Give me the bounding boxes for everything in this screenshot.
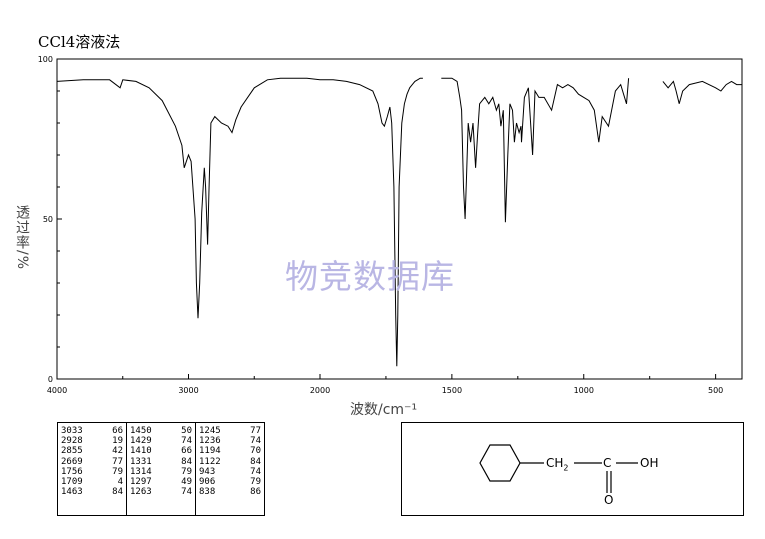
spectrum-segment-3 bbox=[662, 80, 742, 104]
peak-row: 1297 49 bbox=[130, 477, 192, 487]
peak-row: 2669 77 bbox=[61, 457, 123, 467]
chart-title: CCl4溶液法 bbox=[38, 33, 121, 51]
peak-transmittance: 79 bbox=[112, 466, 123, 477]
peak-transmittance: 70 bbox=[250, 446, 261, 457]
peak-row: 906 79 bbox=[199, 477, 261, 487]
peak-row: 3033 66 bbox=[61, 426, 123, 436]
peak-row: 1429 74 bbox=[130, 436, 192, 446]
peak-transmittance: 74 bbox=[181, 436, 192, 447]
peak-wavenumber: 943 bbox=[199, 466, 216, 477]
x-tick-label: 1000 bbox=[574, 386, 594, 395]
peak-wavenumber: 1709 bbox=[61, 477, 83, 488]
peak-transmittance: 86 bbox=[250, 487, 261, 498]
peak-wavenumber: 906 bbox=[199, 477, 216, 488]
peak-wavenumber: 1194 bbox=[199, 446, 221, 457]
watermark: 物竞数据库 bbox=[285, 257, 455, 296]
peak-row: 1263 74 bbox=[130, 487, 192, 497]
peak-row: 943 74 bbox=[199, 467, 261, 477]
peak-wavenumber: 2928 bbox=[61, 436, 83, 447]
peak-transmittance: 79 bbox=[181, 466, 192, 477]
x-axis-ticks: 4000 3000 2000 1500 1000 500 bbox=[47, 374, 723, 395]
structure-diagram bbox=[479, 444, 638, 493]
peak-transmittance: 74 bbox=[250, 436, 261, 447]
peak-row: 1194 70 bbox=[199, 446, 261, 456]
peak-transmittance: 84 bbox=[112, 487, 123, 498]
peak-row: 1236 74 bbox=[199, 436, 261, 446]
peak-wavenumber: 1331 bbox=[130, 456, 152, 467]
peak-column: 1245 77 1236 74 1194 70 1122 84 943 74 906 79 838 86 bbox=[196, 423, 264, 515]
peak-row: 1450 50 bbox=[130, 426, 192, 436]
peak-wavenumber: 1429 bbox=[130, 436, 152, 447]
peak-transmittance: 74 bbox=[181, 487, 192, 498]
peak-transmittance: 74 bbox=[250, 466, 261, 477]
peak-transmittance: 49 bbox=[181, 477, 192, 488]
x-tick-label: 3000 bbox=[178, 386, 198, 395]
peak-transmittance: 79 bbox=[250, 477, 261, 488]
spectrum-segment-1 bbox=[56, 77, 423, 367]
hydroxyl-label: OH bbox=[640, 456, 659, 470]
peak-row: 1709 4 bbox=[61, 477, 123, 487]
peak-row: 1245 77 bbox=[199, 426, 261, 436]
peak-wavenumber: 1263 bbox=[130, 487, 152, 498]
oxygen-label: O bbox=[604, 493, 614, 507]
peak-transmittance: 42 bbox=[112, 446, 123, 457]
peak-transmittance: 4 bbox=[117, 477, 123, 488]
peak-transmittance: 77 bbox=[250, 426, 261, 436]
peak-wavenumber: 2669 bbox=[61, 456, 83, 467]
peak-column: 1450 50 1429 74 1410 66 1331 84 1314 79 1297 49 1263… bbox=[127, 423, 196, 515]
peak-wavenumber: 1314 bbox=[130, 466, 152, 477]
carbon-label: C bbox=[603, 456, 612, 470]
peak-row: 1331 84 bbox=[130, 457, 192, 467]
peak-transmittance: 66 bbox=[181, 446, 192, 457]
peak-transmittance: 66 bbox=[112, 426, 123, 436]
peak-row: 2928 19 bbox=[61, 436, 123, 446]
y-tick-label: 0 bbox=[48, 375, 53, 384]
peak-table: 3033 66 2928 19 2855 42 2669 77 1756 79 1709 4 1463 8… bbox=[57, 422, 265, 516]
plot-frame bbox=[56, 58, 743, 380]
peak-transmittance: 84 bbox=[181, 456, 192, 467]
peak-row: 838 86 bbox=[199, 487, 261, 497]
peak-wavenumber: 1410 bbox=[130, 446, 152, 457]
structure-box: CH2 C OH O bbox=[401, 422, 744, 516]
peak-wavenumber: 838 bbox=[199, 487, 216, 498]
peak-row: 1410 66 bbox=[130, 446, 192, 456]
peak-wavenumber: 3033 bbox=[61, 426, 83, 436]
y-axis-ticks: 0 50 100 bbox=[38, 55, 62, 384]
peak-wavenumber: 1463 bbox=[61, 487, 83, 498]
y-axis-label: 透过率/% bbox=[14, 205, 30, 271]
spectrum-lines bbox=[56, 77, 742, 367]
peak-wavenumber: 1122 bbox=[199, 456, 221, 467]
peak-wavenumber: 1450 bbox=[130, 426, 152, 436]
peak-wavenumber: 1756 bbox=[61, 466, 83, 477]
x-tick-label: 500 bbox=[708, 386, 723, 395]
cyclohexane-ring bbox=[479, 444, 521, 482]
peak-row: 1314 79 bbox=[130, 467, 192, 477]
peak-wavenumber: 1297 bbox=[130, 477, 152, 488]
peak-row: 1463 84 bbox=[61, 487, 123, 497]
spectrum-segment-2 bbox=[441, 77, 630, 223]
x-tick-label: 2000 bbox=[310, 386, 330, 395]
ir-spectrum-chart: 4000 3000 2000 1500 1000 500 0 50 100 bbox=[38, 55, 743, 395]
peak-column: 3033 66 2928 19 2855 42 2669 77 1756 79 1709 4 1463 8… bbox=[58, 423, 127, 515]
peak-wavenumber: 1236 bbox=[199, 436, 221, 447]
peak-transmittance: 19 bbox=[112, 436, 123, 447]
y-tick-label: 50 bbox=[43, 215, 53, 224]
peak-transmittance: 84 bbox=[250, 456, 261, 467]
x-tick-label: 4000 bbox=[47, 386, 67, 395]
peak-row: 1122 84 bbox=[199, 457, 261, 467]
ch2-label: CH2 bbox=[546, 456, 569, 473]
peak-row: 1756 79 bbox=[61, 467, 123, 477]
x-tick-label: 1500 bbox=[442, 386, 462, 395]
x-axis-label: 波数/cm⁻¹ bbox=[350, 402, 418, 418]
peak-wavenumber: 2855 bbox=[61, 446, 83, 457]
peak-transmittance: 50 bbox=[181, 426, 192, 436]
y-tick-label: 100 bbox=[38, 55, 53, 64]
peak-wavenumber: 1245 bbox=[199, 426, 221, 436]
peak-row: 2855 42 bbox=[61, 446, 123, 456]
peak-transmittance: 77 bbox=[112, 456, 123, 467]
